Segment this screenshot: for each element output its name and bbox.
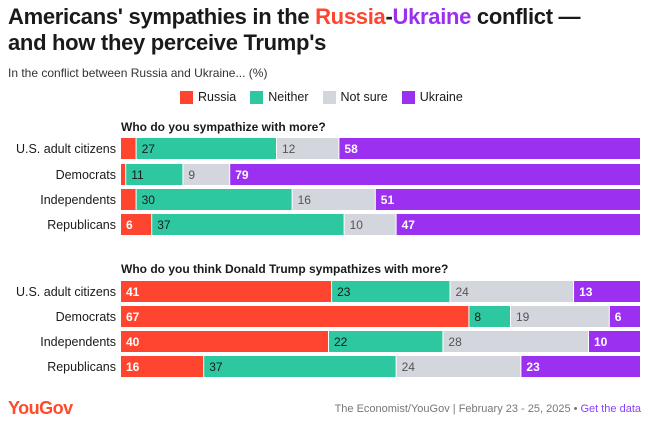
bar-segment-russia: [121, 138, 136, 159]
bar-segment-neither: [469, 306, 510, 327]
bar-segment-neither: [136, 189, 292, 210]
bar-segment-not-sure: [277, 138, 339, 159]
bar-segment-russia: [121, 164, 126, 185]
data-label-not-sure: 24: [402, 360, 416, 374]
data-label-neither: 22: [334, 335, 348, 349]
row-label: Independents: [40, 193, 116, 207]
bar-segment-russia: [121, 281, 332, 302]
title-russia-word: Russia: [315, 4, 386, 29]
bar-segment-not-sure: [511, 306, 609, 327]
row-label: Republicans: [47, 360, 116, 374]
data-label-ukraine: 51: [381, 193, 395, 207]
data-label-russia: 6: [126, 218, 133, 232]
data-label-not-sure: 16: [298, 193, 312, 207]
legend-item-ukraine: Ukraine: [401, 90, 463, 104]
bar-segment-ukraine: [521, 356, 640, 377]
bar-segment-ukraine: [574, 281, 640, 302]
bar-segment-neither: [152, 214, 344, 235]
data-label-not-sure: 24: [456, 285, 470, 299]
legend-label-not-sure: Not sure: [340, 90, 388, 104]
bar-segment-not-sure: [183, 164, 230, 185]
data-label-ukraine: 79: [235, 168, 249, 182]
legend: Russia Neither Not sure Ukraine: [180, 90, 477, 104]
legend-label-neither: Neither: [268, 90, 309, 104]
bar-segment-russia: [121, 331, 328, 352]
bar-segment-russia: [121, 214, 152, 235]
row-label: Democrats: [56, 310, 116, 324]
source-text: The Economist/YouGov | February 23 - 25,…: [334, 403, 571, 415]
panel-title-2: Who do you think Donald Trump sympathize…: [121, 262, 448, 276]
data-label-russia: 67: [126, 310, 140, 324]
chart-title: Americans' sympathies in the Russia-Ukra…: [8, 4, 581, 55]
row-label: U.S. adult citizens: [16, 285, 116, 299]
data-label-not-sure: 19: [516, 310, 530, 324]
legend-swatch-not-sure: [322, 90, 336, 104]
data-label-russia: 16: [126, 360, 140, 374]
data-label-neither: 37: [209, 360, 223, 374]
row-label: Democrats: [56, 168, 116, 182]
get-data-link[interactable]: Get the data: [580, 403, 641, 415]
data-label-neither: 23: [337, 285, 351, 299]
data-label-ukraine: 58: [344, 142, 358, 156]
data-label-russia: 40: [126, 335, 140, 349]
legend-item-russia: Russia: [180, 90, 236, 104]
data-label-neither: 37: [157, 218, 171, 232]
bar-segment-ukraine: [230, 164, 640, 185]
data-label-neither: 30: [142, 193, 156, 207]
panel-title-1: Who do you sympathize with more?: [121, 120, 326, 134]
chart-subtitle: In the conflict between Russia and Ukrai…: [8, 66, 268, 80]
source-note: The Economist/YouGov | February 23 - 25,…: [335, 403, 641, 415]
data-label-not-sure: 10: [350, 218, 364, 232]
bar-segment-ukraine: [609, 306, 640, 327]
data-label-russia: 41: [126, 285, 140, 299]
legend-swatch-neither: [250, 90, 264, 104]
bar-segment-russia: [121, 189, 136, 210]
bar-segment-not-sure: [443, 331, 588, 352]
data-label-not-sure: 28: [448, 335, 462, 349]
bar-segment-neither: [332, 281, 450, 302]
bar-segment-not-sure: [396, 356, 521, 377]
bar-segment-ukraine: [339, 138, 640, 159]
legend-item-neither: Neither: [250, 90, 309, 104]
legend-swatch-russia: [180, 90, 193, 104]
data-label-neither: 11: [131, 168, 144, 182]
bar-segment-ukraine: [375, 189, 640, 210]
row-label: Independents: [40, 335, 116, 349]
data-label-neither: 27: [142, 142, 156, 156]
title-ukraine-word: Ukraine: [392, 4, 472, 29]
bar-segment-ukraine: [589, 331, 640, 352]
data-label-ukraine: 23: [526, 360, 540, 374]
data-label-ukraine: 6: [615, 310, 622, 324]
row-label: U.S. adult citizens: [16, 142, 116, 156]
data-label-ukraine: 10: [594, 335, 608, 349]
bar-segment-ukraine: [396, 214, 640, 235]
legend-item-not-sure: Not sure: [322, 90, 388, 104]
bar-segment-russia: [121, 306, 469, 327]
bar-segment-russia: [121, 356, 204, 377]
bar-segment-not-sure: [344, 214, 396, 235]
row-label: Republicans: [47, 218, 116, 232]
bar-segment-neither: [204, 356, 396, 377]
stacked-bar-chart: Who do you sympathize with more? U.S. adu…: [16, 120, 640, 377]
footer: YouGov The Economist/YouGov | February 2…: [0, 398, 651, 420]
yougov-logo: YouGov: [8, 398, 73, 418]
legend-label-russia: Russia: [198, 90, 237, 104]
source-separator: •: [573, 403, 578, 415]
bar-segment-neither: [126, 164, 183, 185]
data-label-ukraine: 13: [579, 285, 593, 299]
bar-segment-not-sure: [450, 281, 574, 302]
data-label-neither: 8: [474, 310, 481, 324]
data-label-not-sure: 9: [188, 168, 195, 182]
data-label-ukraine: 47: [402, 218, 416, 232]
bar-segment-neither: [329, 331, 443, 352]
legend-swatch-ukraine: [401, 90, 415, 104]
bar-segment-not-sure: [292, 189, 375, 210]
bar-segment-neither: [136, 138, 276, 159]
data-label-not-sure: 12: [282, 142, 296, 156]
legend-label-ukraine: Ukraine: [419, 90, 463, 104]
